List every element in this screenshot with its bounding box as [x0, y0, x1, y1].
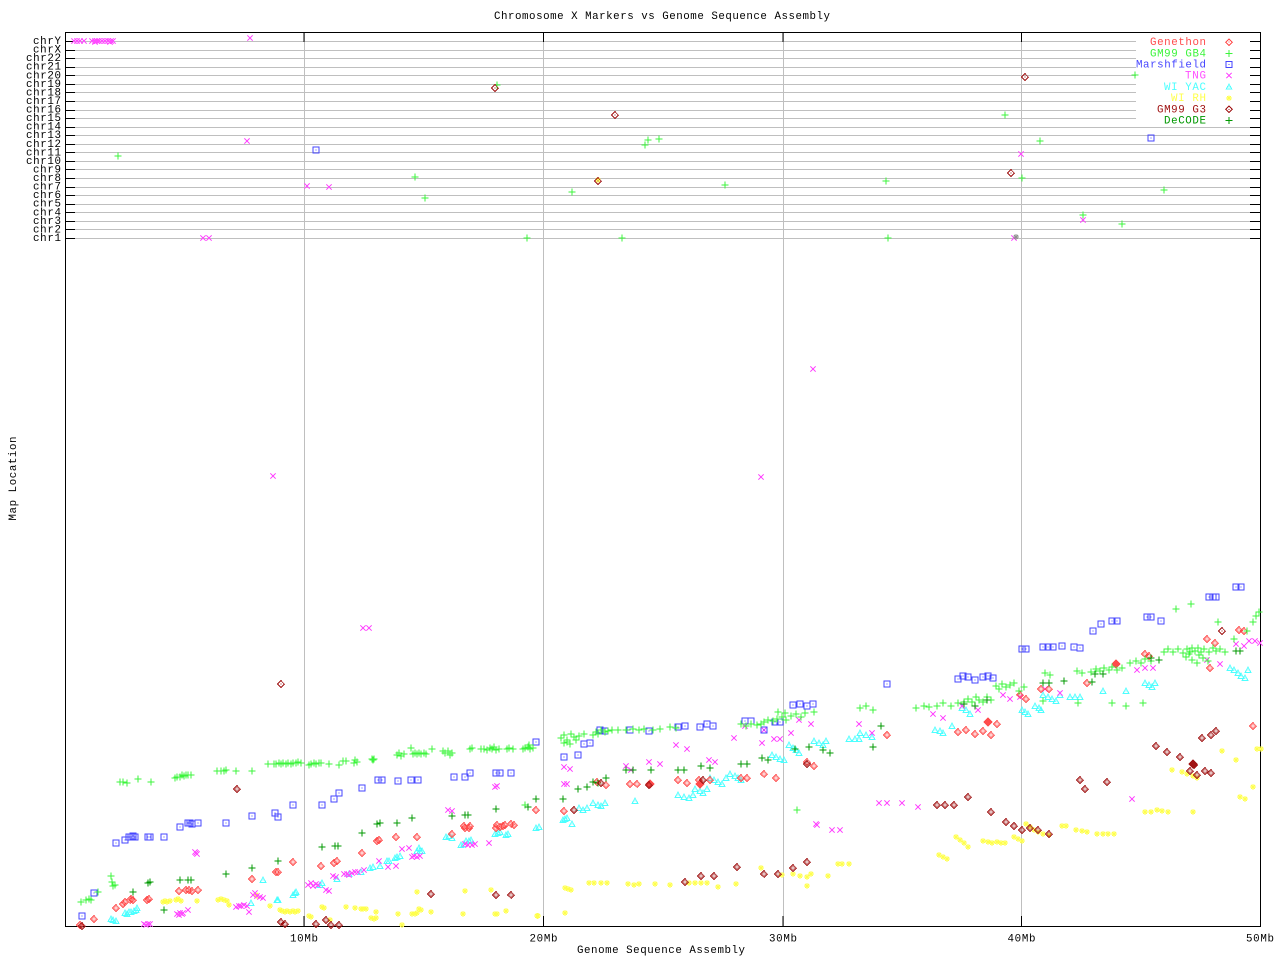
svg-text:chrY: chrY: [33, 36, 62, 48]
svg-text:chrX: chrX: [33, 45, 62, 57]
svg-text:chr12: chr12: [26, 139, 61, 151]
svg-text:chr20: chr20: [26, 70, 61, 82]
svg-text:chr22: chr22: [26, 53, 61, 65]
svg-text:chr6: chr6: [33, 190, 61, 202]
svg-text:40Mb: 40Mb: [1008, 934, 1036, 946]
svg-text:DeCODE: DeCODE: [1164, 116, 1206, 128]
svg-text:chr7: chr7: [33, 182, 61, 194]
svg-text:chr17: chr17: [26, 96, 61, 108]
svg-text:chr11: chr11: [26, 147, 61, 159]
svg-text:Map Location: Map Location: [8, 437, 20, 521]
svg-text:10Mb: 10Mb: [290, 934, 318, 946]
svg-text:chr2: chr2: [33, 224, 61, 236]
svg-text:chr19: chr19: [26, 79, 61, 91]
svg-text:chr13: chr13: [26, 130, 61, 142]
svg-text:Marshfield: Marshfield: [1136, 60, 1206, 72]
svg-text:Genethon: Genethon: [1150, 37, 1206, 49]
svg-text:chr9: chr9: [33, 165, 61, 177]
svg-text:GM99 G3: GM99 G3: [1157, 104, 1206, 116]
svg-text:20Mb: 20Mb: [530, 934, 558, 946]
svg-text:chr8: chr8: [33, 173, 61, 185]
svg-text:WI YAC: WI YAC: [1164, 82, 1207, 94]
svg-text:GM99 GB4: GM99 GB4: [1150, 48, 1206, 60]
svg-text:WI RH: WI RH: [1171, 93, 1206, 105]
svg-text:chr1: chr1: [33, 233, 61, 245]
svg-text:chr14: chr14: [26, 122, 61, 134]
svg-text:Chromosome X Markers vs Genome: Chromosome X Markers vs Genome Sequence …: [494, 11, 831, 23]
svg-text:chr10: chr10: [26, 156, 61, 168]
svg-text:Genome Sequence Assembly: Genome Sequence Assembly: [577, 945, 746, 957]
svg-text:30Mb: 30Mb: [769, 934, 797, 946]
svg-text:chr21: chr21: [26, 62, 61, 74]
svg-text:chr5: chr5: [33, 199, 61, 211]
svg-text:chr16: chr16: [26, 105, 61, 117]
svg-text:chr15: chr15: [26, 113, 61, 125]
svg-text:chr18: chr18: [26, 87, 61, 99]
svg-text:50Mb: 50Mb: [1246, 934, 1274, 946]
svg-text:chr4: chr4: [33, 207, 61, 219]
svg-text:TNG: TNG: [1185, 71, 1206, 83]
svg-text:chr3: chr3: [33, 216, 61, 228]
